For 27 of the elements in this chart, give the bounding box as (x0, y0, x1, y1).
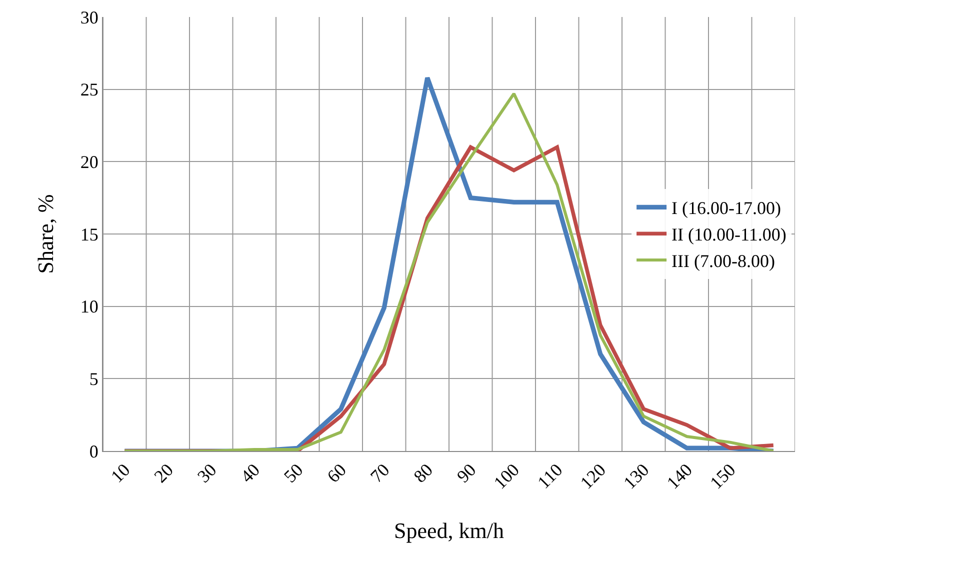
x-tick-label: 70 (366, 460, 394, 487)
y-tick-label: 0 (89, 441, 98, 462)
y-tick-label: 25 (80, 80, 98, 100)
y-tick-label: 5 (89, 368, 98, 389)
y-tick-label: 10 (80, 296, 98, 317)
x-tick-label: 100 (490, 460, 524, 493)
x-tick-label: 40 (236, 460, 264, 487)
x-tick-label: 120 (576, 460, 610, 493)
y-tick-label: 30 (80, 7, 98, 28)
x-tick-label: 130 (620, 460, 653, 493)
y-tick-label: 20 (80, 152, 98, 172)
x-tick-label: 90 (452, 460, 480, 487)
x-tick-label: 20 (150, 460, 178, 487)
legend-label: II (10.00-11.00) (672, 224, 786, 245)
x-tick-label: 60 (323, 460, 350, 487)
y-axis-title: Share, % (33, 194, 58, 274)
x-tick-label: 50 (280, 460, 307, 487)
x-tick-label: 110 (534, 460, 566, 492)
legend-label: III (7.00-8.00) (672, 251, 776, 272)
x-axis-title: Speed, km/h (394, 518, 504, 543)
x-tick-label: 140 (662, 460, 696, 493)
y-tick-label: 15 (80, 224, 98, 244)
x-tick-label: 30 (193, 460, 220, 487)
x-tick-label: 10 (106, 460, 134, 487)
x-tick-label: 150 (706, 460, 740, 493)
legend-label: I (16.00-17.00) (672, 198, 782, 218)
x-tick-label: 80 (410, 460, 437, 487)
